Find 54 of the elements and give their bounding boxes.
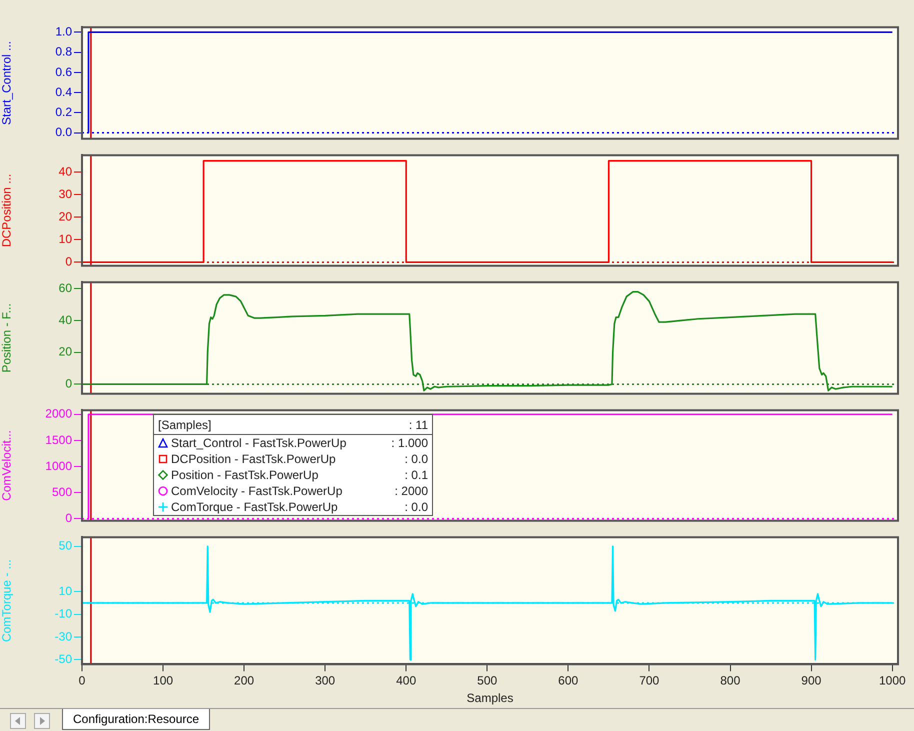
y-axis-title: ComVelocit... <box>0 430 14 501</box>
y-tick-label: 1500 <box>45 432 72 447</box>
y-axis-title: Position - F... <box>0 303 14 373</box>
y-tick-label: 2000 <box>45 406 72 421</box>
y-tick-label: 0.8 <box>55 44 72 59</box>
x-tick-label: 600 <box>558 674 579 688</box>
y-tick-label: 0.0 <box>55 125 72 140</box>
annotation: Position - FastTsk.PowerUp <box>171 468 318 482</box>
annotation: : 2000 <box>394 484 428 498</box>
y-tick-label: 1.0 <box>55 24 72 39</box>
x-tick-label: 900 <box>801 674 822 688</box>
annotation: [Samples] <box>158 418 212 432</box>
y-tick-label: 0 <box>65 511 72 526</box>
x-tick-label: 200 <box>234 674 254 688</box>
annotation: Start_Control - FastTsk.PowerUp <box>171 436 346 450</box>
annotation: : 0.0 <box>404 452 428 466</box>
y-axis-title: Start_Control ... <box>0 40 14 126</box>
y-tick-label: 0.6 <box>55 64 72 79</box>
y-tick-label: 40 <box>58 164 72 178</box>
y-tick-label: 10 <box>58 584 72 598</box>
y-tick-label: 50 <box>58 538 72 553</box>
y-tick-label: 20 <box>58 344 72 359</box>
y-tick-label: 0.4 <box>55 84 72 99</box>
x-tick-label: 800 <box>720 674 741 688</box>
annotation: DCPosition - FastTsk.PowerUp <box>171 452 336 466</box>
y-tick-label: -10 <box>54 606 72 621</box>
x-tick-label: 100 <box>153 674 174 688</box>
y-tick-label: 0.2 <box>55 104 72 119</box>
y-tick-label: -30 <box>54 629 72 644</box>
x-tick-label: 300 <box>315 674 336 688</box>
y-tick-label: 1000 <box>45 458 72 473</box>
y-axis-title: DCPosition ... <box>0 174 14 248</box>
y-tick-label: 10 <box>58 232 72 246</box>
y-tick-label: 40 <box>58 312 72 327</box>
y-tick-label: 60 <box>58 280 72 295</box>
y-tick-label: 20 <box>58 209 72 224</box>
x-tick-label: 400 <box>396 674 416 688</box>
annotation: ComVelocity - FastTsk.PowerUp <box>171 484 342 498</box>
annotation: : 1.000 <box>391 436 428 450</box>
annotation: ComTorque - FastTsk.PowerUp <box>171 500 338 514</box>
x-tick-label: 500 <box>477 674 498 688</box>
y-axis-title: ComTorque - ... <box>0 559 14 642</box>
annotation: : 0.0 <box>404 500 428 514</box>
y-tick-label: 0 <box>65 254 72 269</box>
x-tick-label: 700 <box>639 674 660 688</box>
annotation: : 11 <box>408 418 428 432</box>
x-tick-label: 1000 <box>878 674 906 688</box>
x-axis-title: Samples <box>466 691 514 706</box>
annotation: : 0.1 <box>404 468 428 482</box>
y-tick-label: 0 <box>65 376 72 391</box>
y-tick-label: 500 <box>52 484 72 499</box>
y-tick-label: -50 <box>54 652 72 666</box>
y-tick-label: 30 <box>58 186 72 201</box>
x-tick-label: 0 <box>78 674 86 688</box>
